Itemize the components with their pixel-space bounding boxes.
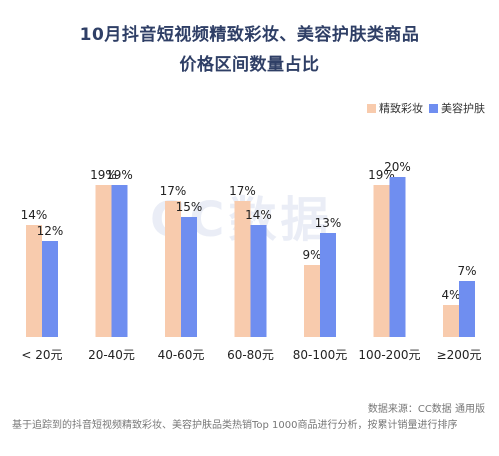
x-tick-label-3: 60-80元: [227, 348, 274, 362]
data-label-1-3: 17%: [229, 184, 256, 198]
legend-label-series1: 精致彩妆: [379, 102, 423, 115]
bar-2-0: [42, 241, 58, 337]
bar-2-1: [111, 185, 128, 337]
bar-1-1: [95, 185, 112, 337]
legend-label-series2: 美容护肤: [441, 102, 485, 115]
chart-title-line1: 10月抖音短视频精致彩妆、美容护肤类商品: [79, 25, 420, 45]
bar-1-6: [443, 305, 459, 337]
data-label-2-5: 20%: [384, 160, 411, 174]
bar-1-0: [26, 225, 42, 337]
bar-2-2: [181, 217, 197, 337]
data-label-2-6: 7%: [457, 264, 476, 278]
legend-item-series2: 美容护肤: [429, 100, 485, 116]
x-tick-label-1: 20-40元: [88, 348, 135, 362]
x-tick-label-4: 80-100元: [293, 348, 348, 362]
data-label-1-4: 9%: [302, 248, 321, 262]
data-label-2-1: 19%: [106, 168, 133, 182]
data-source: 数据来源：CC数据 通用版: [367, 404, 485, 415]
chart-legend: 精致彩妆 美容护肤: [367, 100, 485, 116]
bar-2-5: [389, 177, 406, 337]
bar-1-4: [304, 265, 320, 337]
data-label-2-4: 13%: [315, 216, 342, 230]
footnote: 基于追踪到的抖音短视频精致彩妆、美容护肤品类热销Top 1000商品进行分析，按…: [12, 420, 458, 431]
bar-2-4: [320, 233, 336, 337]
x-tick-label-5: 100-200元: [358, 348, 420, 362]
data-label-1-5: 19%: [368, 168, 395, 182]
data-label-1-2: 17%: [160, 184, 187, 198]
data-label-2-2: 15%: [176, 200, 203, 214]
bar-2-6: [459, 281, 475, 337]
x-tick-label-2: 40-60元: [158, 348, 205, 362]
data-label-2-3: 14%: [245, 208, 272, 222]
legend-swatch-series2: [429, 103, 438, 113]
data-label-1-1: 19%: [90, 168, 117, 182]
data-label-2-0: 12%: [37, 224, 64, 238]
chart-title-line2: 价格区间数量占比: [179, 55, 320, 75]
data-label-1-6: 4%: [441, 288, 460, 302]
bar-2-3: [250, 225, 267, 337]
bar-1-5: [373, 185, 390, 337]
x-tick-label-0: < 20元: [21, 348, 62, 362]
x-tick-label-6: ≥200元: [437, 348, 482, 362]
bar-1-3: [234, 201, 251, 337]
bar-chart: 14%12%< 20元19%19%20-40元17%15%40-60元17%14…: [21, 160, 482, 362]
legend-swatch-series1: [367, 103, 376, 113]
data-label-1-0: 14%: [21, 208, 48, 222]
legend-item-series1: 精致彩妆: [367, 100, 423, 116]
bar-1-2: [165, 201, 181, 337]
